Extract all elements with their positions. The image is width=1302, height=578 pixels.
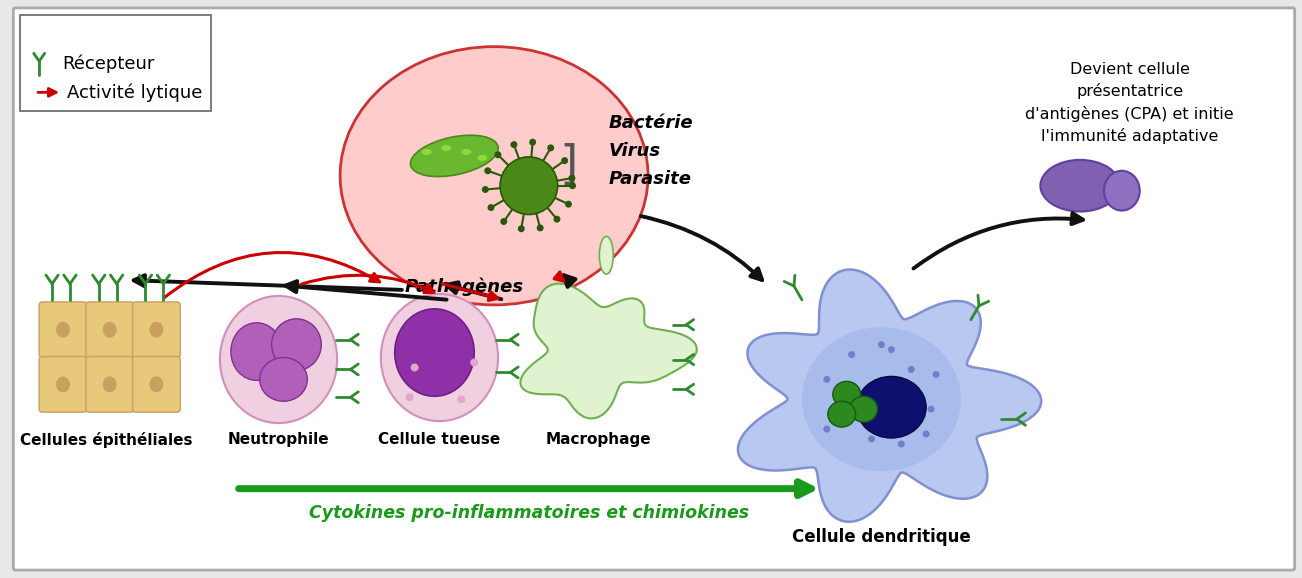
- Ellipse shape: [833, 381, 861, 407]
- Ellipse shape: [56, 376, 70, 392]
- Ellipse shape: [150, 322, 163, 338]
- Ellipse shape: [878, 341, 885, 348]
- Ellipse shape: [395, 309, 474, 397]
- Ellipse shape: [907, 366, 915, 373]
- Ellipse shape: [1104, 171, 1139, 210]
- Ellipse shape: [823, 376, 831, 383]
- Ellipse shape: [553, 216, 560, 223]
- Ellipse shape: [478, 155, 487, 161]
- Ellipse shape: [868, 435, 875, 442]
- Ellipse shape: [461, 149, 471, 155]
- Ellipse shape: [500, 218, 508, 225]
- Ellipse shape: [802, 327, 961, 471]
- Text: ]: ]: [560, 143, 578, 188]
- Ellipse shape: [441, 145, 452, 151]
- Text: Macrophage: Macrophage: [546, 432, 651, 447]
- Text: Devient cellule
présentatrice
d'antigènes (CPA) et initie
l'immunité adaptative: Devient cellule présentatrice d'antigène…: [1026, 61, 1234, 144]
- Ellipse shape: [561, 157, 568, 164]
- Ellipse shape: [484, 167, 491, 174]
- Ellipse shape: [410, 135, 499, 176]
- Ellipse shape: [599, 236, 613, 274]
- Ellipse shape: [340, 47, 648, 305]
- Polygon shape: [738, 269, 1042, 522]
- Ellipse shape: [1040, 160, 1120, 212]
- Ellipse shape: [518, 225, 525, 232]
- Text: Cellules épithéliales: Cellules épithéliales: [21, 432, 193, 448]
- FancyBboxPatch shape: [13, 8, 1294, 570]
- FancyBboxPatch shape: [133, 302, 180, 358]
- Ellipse shape: [923, 431, 930, 438]
- Ellipse shape: [470, 358, 478, 366]
- Ellipse shape: [565, 201, 572, 208]
- Ellipse shape: [569, 175, 575, 181]
- Text: Bactérie
Virus
Parasite: Bactérie Virus Parasite: [608, 114, 693, 188]
- Ellipse shape: [547, 144, 555, 151]
- Ellipse shape: [150, 376, 163, 392]
- FancyBboxPatch shape: [21, 15, 211, 111]
- Ellipse shape: [857, 376, 926, 438]
- Ellipse shape: [272, 319, 322, 370]
- Ellipse shape: [410, 364, 419, 372]
- Ellipse shape: [457, 395, 465, 403]
- Ellipse shape: [500, 157, 557, 214]
- Ellipse shape: [569, 182, 575, 189]
- Ellipse shape: [482, 186, 488, 193]
- Ellipse shape: [850, 397, 878, 422]
- Ellipse shape: [259, 358, 307, 401]
- Ellipse shape: [932, 371, 940, 378]
- FancyBboxPatch shape: [39, 302, 87, 358]
- Ellipse shape: [898, 440, 905, 447]
- Ellipse shape: [406, 393, 414, 401]
- Ellipse shape: [230, 323, 283, 380]
- Ellipse shape: [927, 406, 935, 413]
- Polygon shape: [521, 284, 697, 418]
- Ellipse shape: [103, 322, 117, 338]
- Text: Cellule tueuse: Cellule tueuse: [379, 432, 500, 447]
- FancyBboxPatch shape: [86, 357, 134, 412]
- Ellipse shape: [381, 294, 499, 421]
- Ellipse shape: [510, 141, 517, 148]
- Text: Activité lytique: Activité lytique: [66, 83, 202, 102]
- FancyBboxPatch shape: [39, 357, 87, 412]
- FancyBboxPatch shape: [86, 302, 134, 358]
- Text: Cytokines pro-inflammatoires et chimiokines: Cytokines pro-inflammatoires et chimioki…: [309, 503, 749, 521]
- Text: Neutrophile: Neutrophile: [228, 432, 329, 447]
- Ellipse shape: [536, 224, 544, 231]
- Ellipse shape: [848, 351, 855, 358]
- Ellipse shape: [888, 346, 894, 353]
- Text: Cellule dendritique: Cellule dendritique: [792, 528, 971, 546]
- Ellipse shape: [487, 204, 495, 211]
- FancyBboxPatch shape: [133, 357, 180, 412]
- Ellipse shape: [529, 139, 536, 146]
- Ellipse shape: [422, 149, 431, 155]
- Ellipse shape: [56, 322, 70, 338]
- Text: Récepteur: Récepteur: [62, 54, 155, 73]
- Ellipse shape: [103, 376, 117, 392]
- Ellipse shape: [220, 296, 337, 423]
- Ellipse shape: [495, 151, 501, 158]
- Ellipse shape: [823, 425, 831, 432]
- Text: Pathogènes: Pathogènes: [405, 278, 523, 297]
- Ellipse shape: [828, 401, 855, 427]
